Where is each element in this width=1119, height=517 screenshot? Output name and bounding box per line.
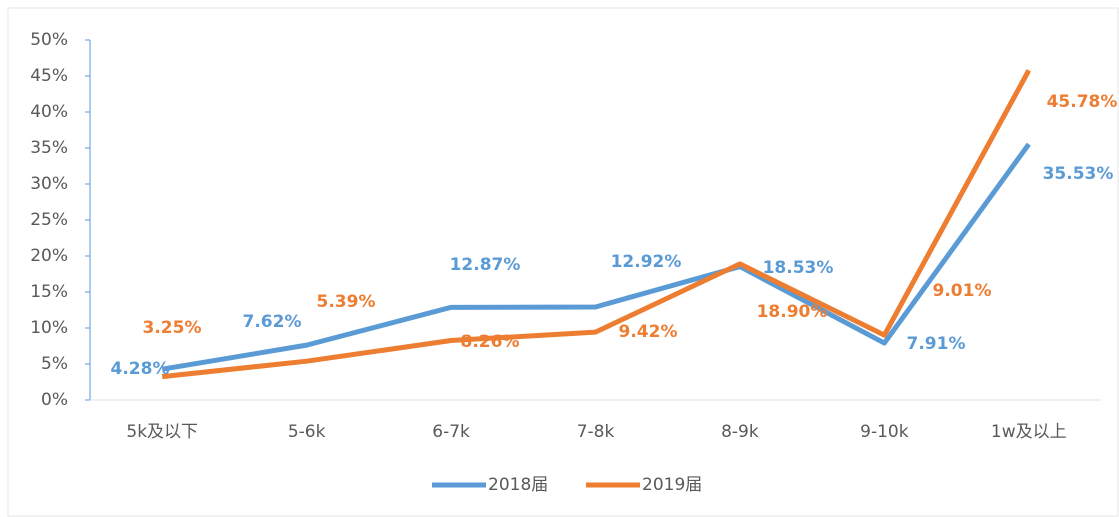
x-tick-label: 1w及以上 [991, 422, 1067, 442]
data-label: 18.53% [763, 258, 834, 278]
data-label: 45.78% [1047, 92, 1118, 112]
data-label: 12.87% [450, 255, 521, 275]
x-tick-label: 8-9k [721, 422, 759, 442]
x-tick-label: 5-6k [288, 422, 326, 442]
data-label: 18.90% [757, 302, 828, 322]
x-tick-label: 5k及以下 [126, 422, 198, 442]
data-label: 4.28% [111, 359, 170, 379]
y-tick-label: 45% [30, 66, 68, 86]
data-label: 8.26% [461, 332, 520, 352]
y-tick-label: 50% [30, 30, 68, 50]
data-label: 9.42% [619, 322, 678, 342]
y-tick-label: 15% [30, 282, 68, 302]
series-line [161, 142, 1031, 372]
data-label: 7.91% [907, 334, 966, 354]
data-label: 3.25% [143, 318, 202, 338]
y-tick-label: 35% [30, 138, 68, 158]
y-tick-label: 25% [30, 210, 68, 230]
y-tick-label: 5% [41, 354, 68, 374]
data-label: 9.01% [933, 281, 992, 301]
chart-frame [7, 7, 1119, 517]
x-tick-label: 9-10k [860, 422, 909, 442]
y-tick-label: 40% [30, 102, 68, 122]
series-line [161, 69, 1031, 380]
data-label: 35.53% [1043, 164, 1114, 184]
data-label: 7.62% [243, 312, 302, 332]
y-tick-label: 0% [41, 390, 68, 410]
y-tick-label: 30% [30, 174, 68, 194]
y-tick-label: 10% [30, 318, 68, 338]
data-label: 5.39% [317, 292, 376, 312]
legend-label: 2019届 [642, 475, 702, 495]
x-tick-label: 6-7k [432, 422, 470, 442]
data-label: 12.92% [611, 252, 682, 272]
y-tick-label: 20% [30, 246, 68, 266]
x-tick-label: 7-8k [577, 422, 615, 442]
legend-label: 2018届 [488, 475, 548, 495]
